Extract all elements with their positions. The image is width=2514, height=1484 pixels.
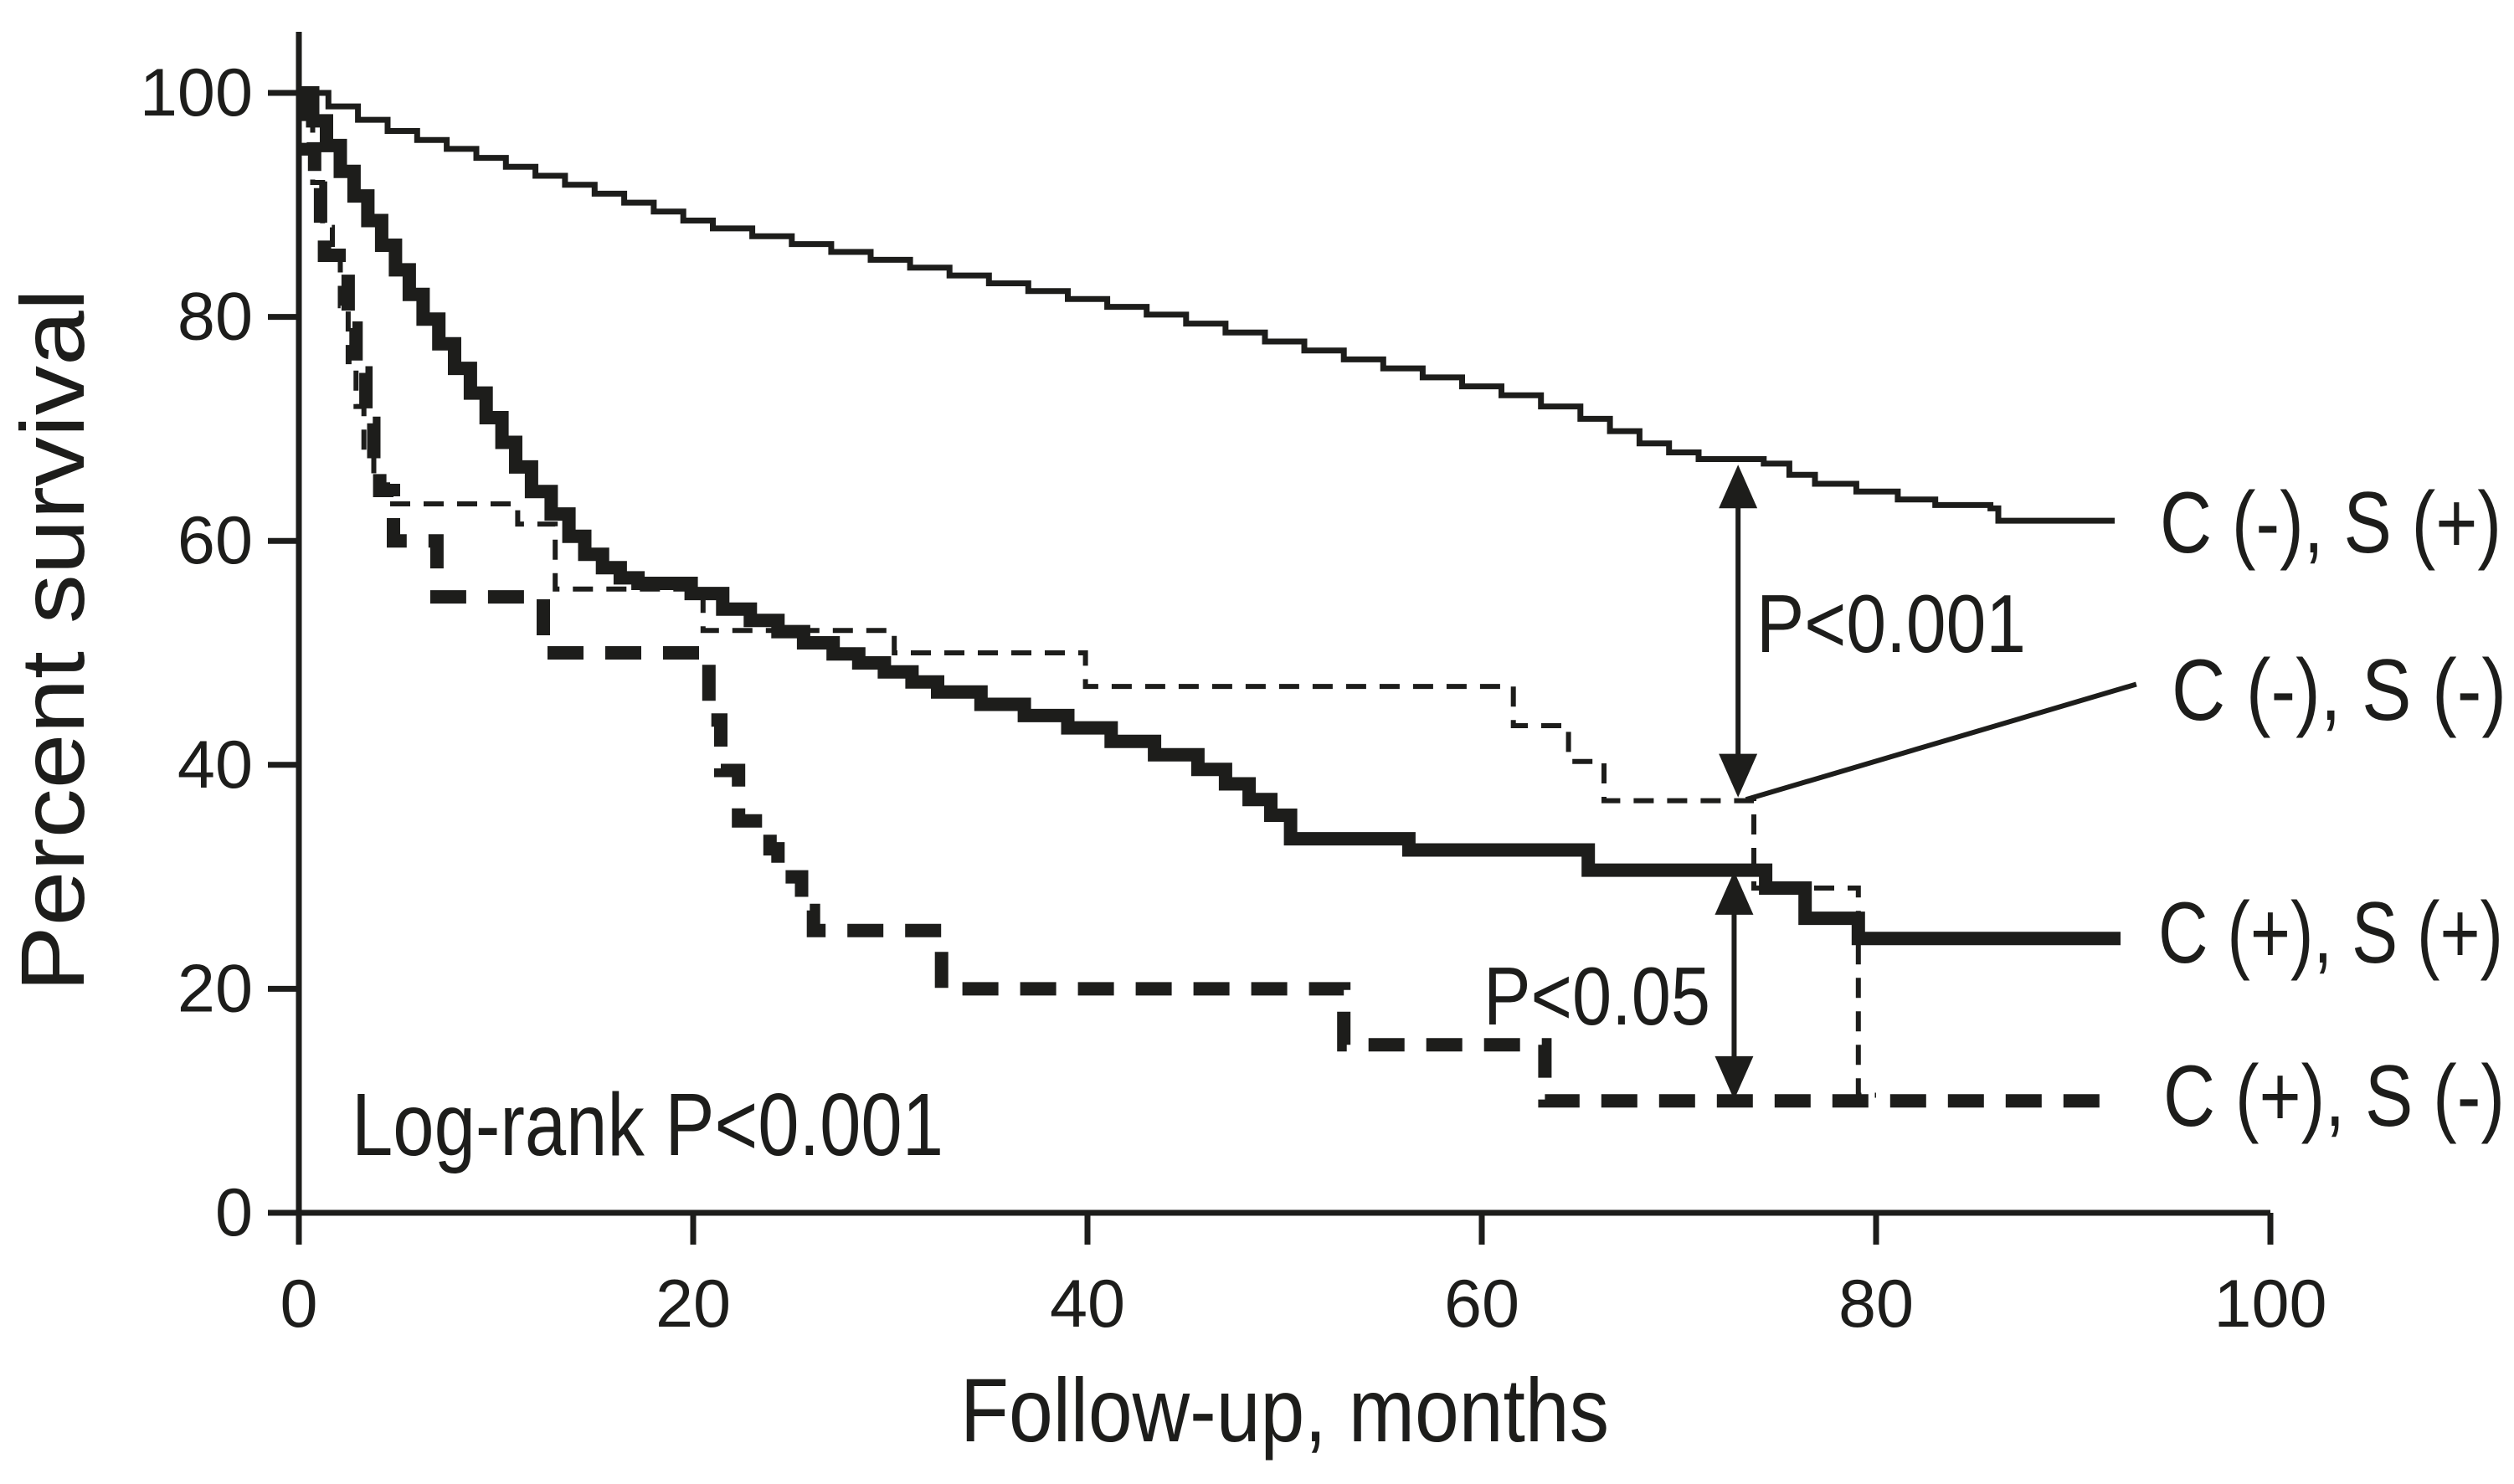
y-tick-label: 100 <box>140 55 253 131</box>
y-tick-label: 0 <box>215 1175 253 1250</box>
arrow-head-up-2 <box>1715 870 1754 915</box>
legend-label-c-pos-s-pos: C (+), S (+) <box>2158 885 2503 982</box>
y-axis-title: Percent survival <box>2 289 103 992</box>
legend-label-c-neg-s-pos: C (-), S (+) <box>2160 475 2501 572</box>
x-axis-title: Follow-up, months <box>960 1359 1609 1461</box>
curves-group <box>299 86 2121 1108</box>
legend-pointer-group <box>1745 681 2137 803</box>
axes-group: 0 20 40 60 80 100 0 20 40 60 80 100 <box>140 32 2327 1342</box>
p-value-label-top: P<0.001 <box>1756 578 2026 670</box>
legend-label-c-neg-s-neg: C (-), S (-) <box>2172 642 2506 739</box>
curve-c-neg-s-pos <box>299 90 2115 524</box>
log-rank-label: Log-rank P<0.001 <box>352 1076 943 1174</box>
legend-pointer-line <box>1745 681 2137 803</box>
curve-c-pos-s-neg <box>299 86 2121 1108</box>
x-tick-label: 40 <box>1050 1266 1125 1342</box>
curve-c-pos-s-pos <box>299 86 2121 946</box>
y-tick-label: 40 <box>177 727 253 803</box>
y-tick-label: 60 <box>177 503 253 578</box>
x-tick-label: 100 <box>2213 1266 2326 1342</box>
x-tick-label: 0 <box>280 1266 317 1342</box>
y-tick-label: 80 <box>177 280 253 355</box>
arrow-head-up-1 <box>1719 465 1758 509</box>
x-tick-label: 60 <box>1444 1266 1519 1342</box>
x-tick-label: 80 <box>1838 1266 1914 1342</box>
legend-label-c-pos-s-neg: C (+), S (-) <box>2163 1048 2505 1145</box>
p-value-label-bottom: P<0.05 <box>1483 950 1710 1042</box>
x-tick-label: 20 <box>655 1266 731 1342</box>
significance-arrows-group <box>1715 465 1758 1100</box>
arrow-head-down-1 <box>1719 753 1758 798</box>
curve-c-neg-s-neg <box>299 90 1876 1098</box>
arrow-head-down-2 <box>1715 1055 1754 1100</box>
y-tick-label: 20 <box>177 951 253 1026</box>
